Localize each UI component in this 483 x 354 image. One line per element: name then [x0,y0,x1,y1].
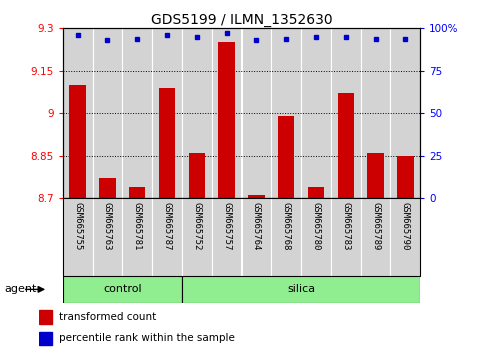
Bar [248,195,265,198]
Bar [63,198,93,276]
Bar [152,28,182,198]
Text: GSM665783: GSM665783 [341,202,350,251]
Bar [308,187,324,198]
Text: GSM665764: GSM665764 [252,202,261,251]
Bar [331,28,361,198]
Text: GSM665755: GSM665755 [73,202,82,251]
Bar [390,28,420,198]
Bar [182,198,212,276]
Bar [159,88,175,198]
Bar [361,28,390,198]
Bar [278,116,294,198]
Text: GSM665752: GSM665752 [192,202,201,251]
Bar [361,198,390,276]
Bar [390,198,420,276]
Bar [39,332,52,345]
Text: transformed count: transformed count [59,312,156,322]
Bar [212,28,242,198]
Bar [152,198,182,276]
Title: GDS5199 / ILMN_1352630: GDS5199 / ILMN_1352630 [151,13,332,27]
Bar [331,198,361,276]
Bar [271,198,301,276]
Text: GSM665757: GSM665757 [222,202,231,251]
Bar [301,198,331,276]
Text: control: control [103,284,142,295]
Text: percentile rank within the sample: percentile rank within the sample [59,333,235,343]
Bar [301,28,331,198]
Bar [93,28,122,198]
Bar [338,93,354,198]
Bar [212,198,242,276]
Bar [368,153,384,198]
Bar [242,198,271,276]
Text: GSM665780: GSM665780 [312,202,320,251]
Bar [182,28,212,198]
Bar [182,276,420,303]
Bar [218,42,235,198]
Bar [129,187,145,198]
Bar [271,28,301,198]
Bar [122,198,152,276]
Text: agent: agent [5,284,37,295]
Bar [99,178,115,198]
Bar [63,28,93,198]
Bar [39,310,52,324]
Text: GSM665781: GSM665781 [133,202,142,251]
Text: GSM665790: GSM665790 [401,202,410,251]
Bar [189,153,205,198]
Bar [93,198,122,276]
Bar [122,28,152,198]
Text: GSM665763: GSM665763 [103,202,112,251]
Bar [70,85,86,198]
Bar [63,276,182,303]
Bar [242,28,271,198]
Text: GSM665787: GSM665787 [163,202,171,251]
Text: silica: silica [287,284,315,295]
Text: GSM665789: GSM665789 [371,202,380,251]
Text: GSM665768: GSM665768 [282,202,291,251]
Bar [397,156,413,198]
